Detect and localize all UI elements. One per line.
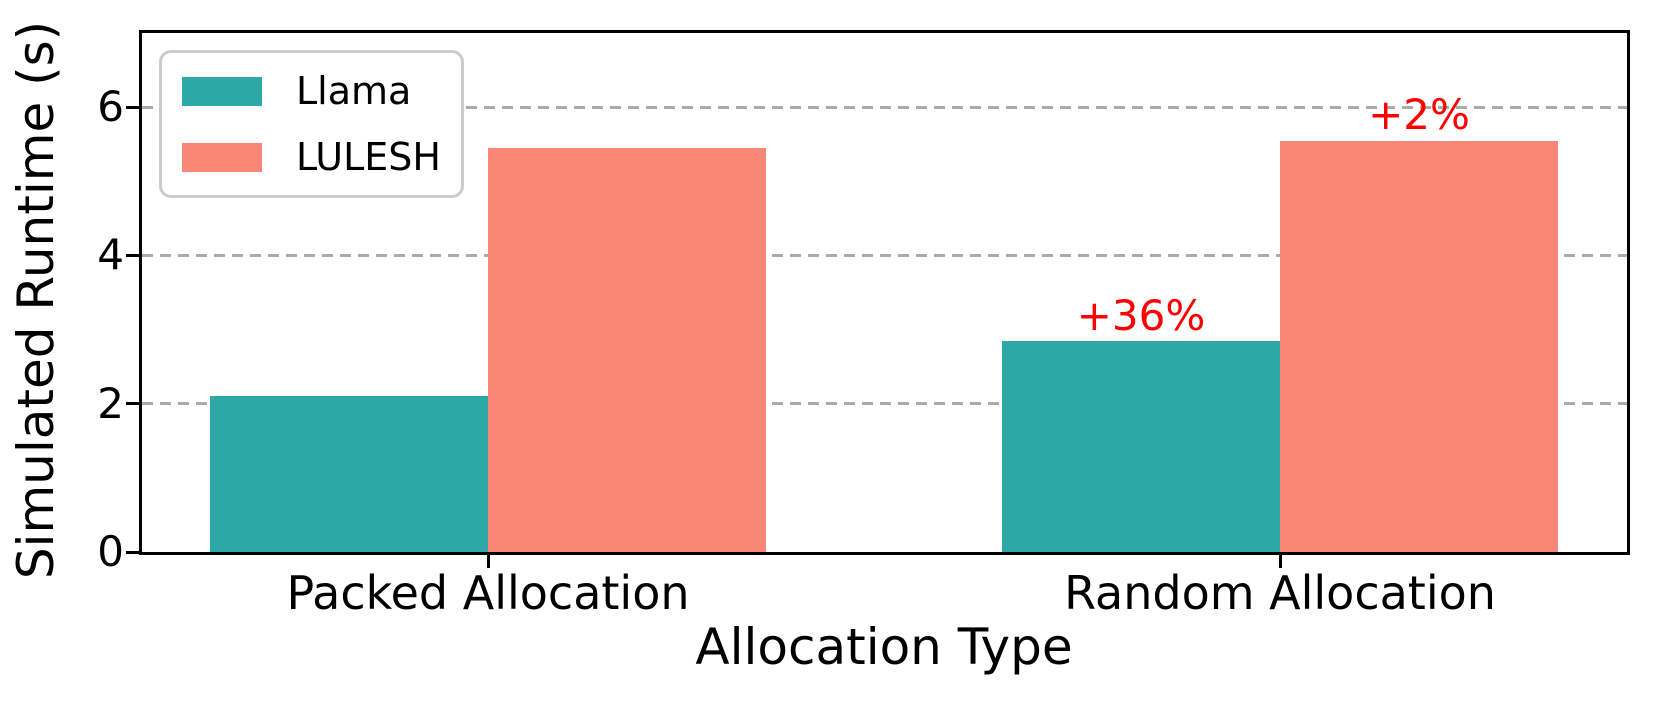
x-tick-label: Packed Allocation	[286, 566, 690, 620]
bar-llama-0	[210, 396, 488, 552]
legend-swatch-lulesh	[182, 142, 262, 172]
y-tick-mark	[126, 105, 139, 109]
bar-lulesh-0	[488, 147, 766, 552]
gridline-y6	[142, 105, 1627, 109]
y-axis-label: Simulated Runtime (s)	[7, 20, 65, 580]
legend-item-lulesh: LULESH	[182, 131, 441, 183]
gridline-y4	[142, 253, 1627, 257]
annotation-label: +36%	[1076, 290, 1206, 340]
gridline-y2	[142, 402, 1627, 406]
legend-label-lulesh: LULESH	[296, 135, 441, 179]
legend-swatch-llama	[182, 76, 262, 106]
plot-area: Llama LULESH +36% +2%	[139, 30, 1630, 555]
y-tick-mark	[126, 402, 139, 406]
y-tick-mark	[126, 253, 139, 257]
y-tick-mark	[126, 550, 139, 554]
x-axis-label: Allocation Type	[695, 618, 1073, 676]
legend-item-llama: Llama	[182, 65, 441, 117]
legend: Llama LULESH	[159, 50, 464, 198]
bar-llama-1	[1002, 340, 1280, 552]
legend-label-llama: Llama	[296, 69, 412, 113]
y-tick-label: 2	[97, 378, 124, 428]
x-tick-mark	[486, 555, 490, 568]
y-tick-label: 4	[97, 230, 124, 280]
x-tick-mark	[1278, 555, 1282, 568]
y-tick-label: 6	[97, 82, 124, 132]
x-tick-label: Random Allocation	[1064, 566, 1496, 620]
bar-lulesh-1	[1280, 140, 1558, 552]
annotation-label: +2%	[1368, 90, 1470, 140]
y-tick-label: 0	[97, 527, 124, 576]
